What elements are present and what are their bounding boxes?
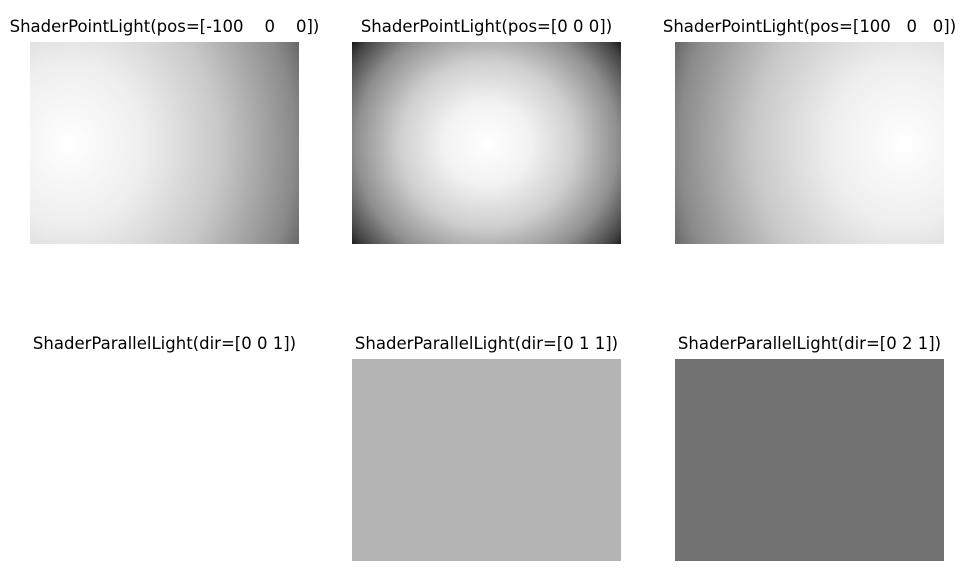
panel-title: ShaderPointLight(pos=[0 0 0]) [360, 17, 613, 36]
shaded-image [675, 42, 944, 244]
shaded-image [30, 359, 299, 561]
panel-title: ShaderPointLight(pos=[100 0 0]) [662, 17, 957, 36]
panel-title: ShaderParallelLight(dir=[0 1 1]) [354, 334, 619, 353]
shaded-image [675, 359, 944, 561]
shaded-image [352, 359, 621, 561]
panel-title: ShaderParallelLight(dir=[0 2 1]) [677, 334, 942, 353]
shaded-image [30, 42, 299, 244]
shaded-image [352, 42, 621, 244]
panel-title: ShaderPointLight(pos=[-100 0 0]) [9, 17, 320, 36]
panel-title: ShaderParallelLight(dir=[0 0 1]) [32, 334, 297, 353]
